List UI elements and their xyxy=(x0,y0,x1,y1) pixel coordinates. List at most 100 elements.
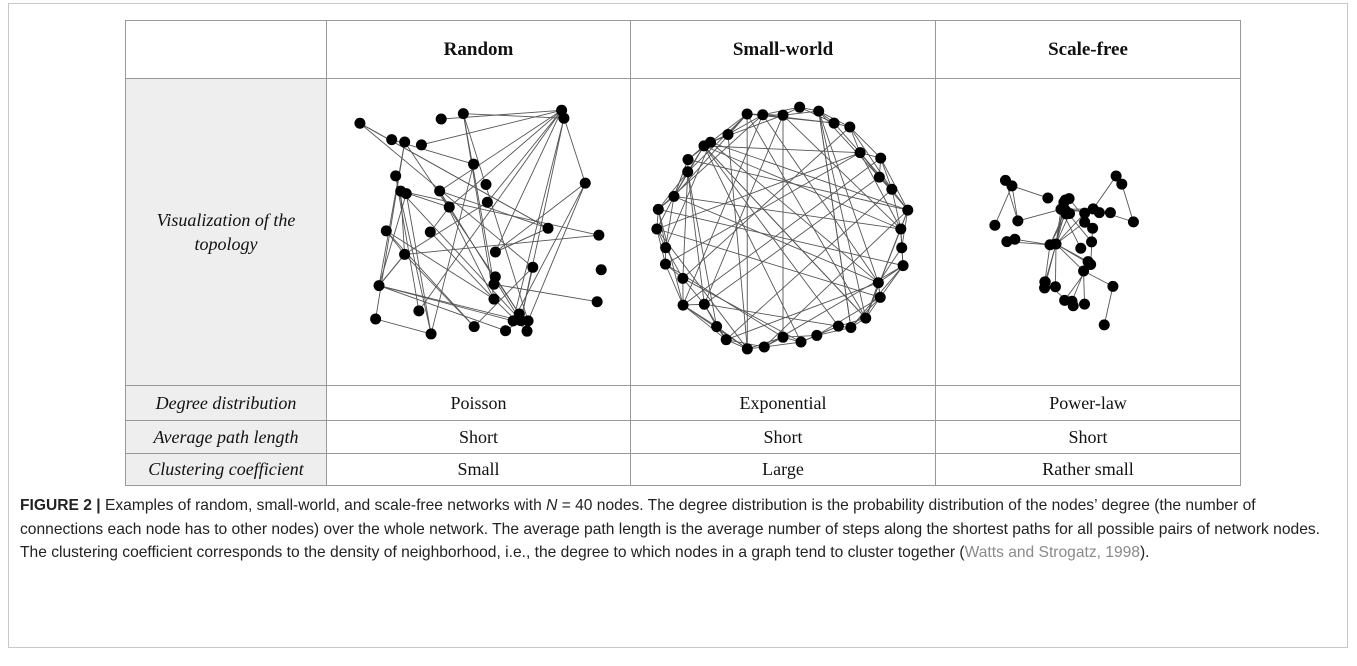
edge xyxy=(395,175,420,311)
edge xyxy=(682,126,851,279)
comparison-table: Random Small-world Scale-free Visualizat… xyxy=(125,20,1241,486)
node xyxy=(860,312,872,324)
node xyxy=(354,117,366,129)
edge xyxy=(704,176,880,305)
citation-link[interactable]: Watts and Strogatz, 1998 xyxy=(964,544,1140,561)
node xyxy=(443,201,455,213)
edge xyxy=(880,157,909,211)
node xyxy=(711,321,723,333)
node xyxy=(677,272,689,284)
edge xyxy=(673,195,901,230)
node xyxy=(677,299,689,311)
node xyxy=(897,260,909,272)
edge xyxy=(764,341,802,348)
edge xyxy=(495,182,586,253)
edge xyxy=(385,230,475,327)
edge xyxy=(404,141,520,315)
node xyxy=(832,320,844,332)
cell: Large xyxy=(630,453,936,486)
node xyxy=(1107,280,1119,292)
edge xyxy=(1055,243,1084,272)
edge xyxy=(448,109,562,208)
edge xyxy=(400,190,522,321)
row-label: Clustering coefficient xyxy=(125,453,327,486)
row-label-text: Visualization of the topology xyxy=(156,210,296,254)
edge xyxy=(375,318,432,335)
edge xyxy=(782,334,817,338)
edge xyxy=(1017,208,1062,222)
node xyxy=(488,278,500,290)
node xyxy=(1039,282,1051,294)
edge xyxy=(818,110,867,319)
node xyxy=(415,139,427,151)
edge xyxy=(473,266,534,327)
edge xyxy=(880,157,893,190)
node xyxy=(556,104,568,116)
table-row: Clustering coefficient Small Large Rathe… xyxy=(125,453,1241,486)
edge xyxy=(1014,238,1051,246)
caption-text: Examples of random, small-world, and sca… xyxy=(104,497,547,514)
edge xyxy=(400,190,599,236)
node xyxy=(425,328,437,340)
node xyxy=(886,183,898,195)
node xyxy=(999,174,1011,186)
edge xyxy=(421,109,562,146)
node xyxy=(698,298,710,310)
node xyxy=(660,242,672,254)
node xyxy=(1075,242,1087,254)
edge xyxy=(656,196,675,230)
edge xyxy=(657,209,684,306)
edge xyxy=(725,188,893,341)
node xyxy=(386,134,398,146)
edge xyxy=(405,193,432,335)
node xyxy=(1087,222,1099,234)
edge xyxy=(378,285,514,322)
edge xyxy=(1054,243,1057,287)
edge xyxy=(703,145,802,343)
edge xyxy=(879,265,904,298)
node xyxy=(399,248,411,260)
edge xyxy=(703,145,901,230)
cell: Exponential xyxy=(630,385,936,421)
edge xyxy=(703,115,784,305)
viz-cell xyxy=(326,78,631,386)
node xyxy=(1116,178,1128,190)
edge xyxy=(682,114,764,306)
edge xyxy=(704,303,839,327)
viz-cell xyxy=(630,78,936,386)
edge xyxy=(1011,185,1019,221)
node xyxy=(777,331,789,343)
node xyxy=(828,117,840,129)
node xyxy=(542,222,554,234)
column-header: Small-world xyxy=(630,20,936,79)
edge xyxy=(1011,185,1049,199)
cell: Small xyxy=(326,453,631,486)
edge xyxy=(404,201,488,255)
caption-text: ). xyxy=(1139,544,1150,561)
edge xyxy=(656,152,861,230)
node xyxy=(468,321,480,333)
edge xyxy=(1121,183,1134,223)
edge xyxy=(818,110,880,178)
edge xyxy=(849,126,882,159)
edge xyxy=(891,189,902,230)
caption-text: = 40 nodes. The degree distribution is t… xyxy=(20,497,1320,561)
node xyxy=(682,154,694,166)
node xyxy=(1049,281,1061,293)
node xyxy=(844,121,856,133)
node xyxy=(1110,170,1122,182)
node xyxy=(989,219,1001,231)
edge xyxy=(710,113,748,143)
edge xyxy=(850,297,881,328)
node xyxy=(1042,192,1054,204)
node xyxy=(1044,239,1056,251)
network-small-world xyxy=(651,101,914,355)
node xyxy=(1060,208,1072,220)
node xyxy=(521,325,533,337)
edge xyxy=(746,113,867,319)
edge xyxy=(859,152,902,230)
node xyxy=(457,108,469,120)
node xyxy=(741,108,753,120)
edge xyxy=(687,171,718,327)
cell: Short xyxy=(630,420,936,454)
